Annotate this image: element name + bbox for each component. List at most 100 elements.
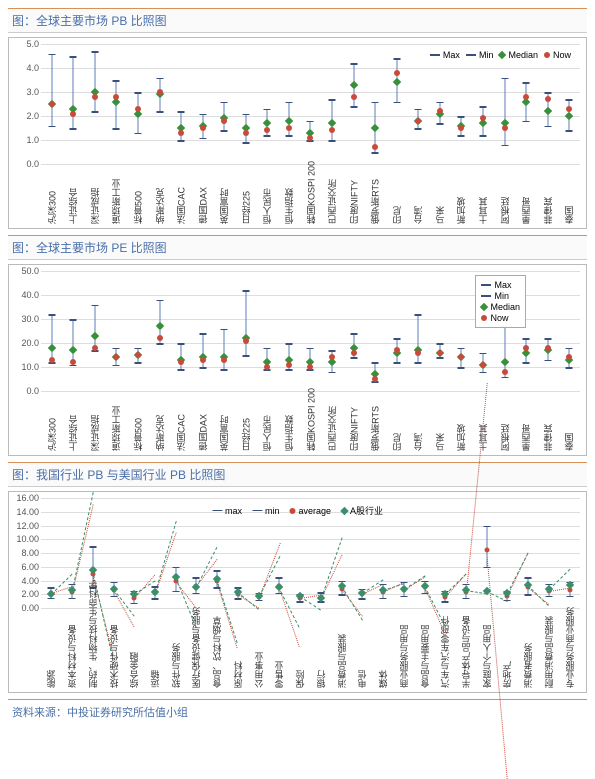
median-marker xyxy=(543,107,551,115)
max-tick xyxy=(415,109,422,111)
now-marker xyxy=(372,376,378,382)
x-tick-label: 泰国 xyxy=(563,206,576,224)
y-tick-label: 16.00 xyxy=(9,493,39,503)
now-marker xyxy=(113,354,119,360)
legend-marker-icon xyxy=(252,510,262,512)
median-marker xyxy=(565,112,573,120)
data-column xyxy=(257,44,279,164)
max-tick xyxy=(199,333,206,335)
now-marker xyxy=(92,94,98,100)
now-marker xyxy=(243,130,249,136)
median-marker xyxy=(263,119,271,127)
x-tick-label: 纳斯达克 xyxy=(153,415,166,451)
data-column xyxy=(41,498,62,608)
min-tick xyxy=(135,362,142,364)
min-tick xyxy=(113,128,120,130)
min-tick xyxy=(525,594,532,596)
now-marker xyxy=(523,94,529,100)
x-tick-label: 阿根廷 xyxy=(498,424,511,451)
now-marker xyxy=(329,354,335,360)
data-column xyxy=(393,498,414,608)
data-column xyxy=(321,271,343,391)
now-marker xyxy=(307,135,313,141)
now-marker xyxy=(566,354,572,360)
x-tick-label: 半导体产品与设备 xyxy=(459,616,472,688)
max-tick xyxy=(566,348,573,350)
max-tick xyxy=(242,290,249,292)
now-marker xyxy=(157,335,163,341)
x-tick-label: 恒生指数 xyxy=(282,188,295,224)
x-tick-label: 巴西证交所 xyxy=(326,406,339,451)
legend-label: min xyxy=(265,506,280,516)
x-tick-label: 商业服务与用品 xyxy=(397,625,410,688)
min-tick xyxy=(221,130,228,132)
max-tick xyxy=(350,333,357,335)
data-column xyxy=(186,498,207,608)
legend-label: max xyxy=(225,506,242,516)
x-tick-label: 消费品与服装 xyxy=(335,634,348,688)
max-tick xyxy=(156,78,163,80)
data-column xyxy=(103,498,124,608)
now-marker xyxy=(243,338,249,344)
min-tick xyxy=(415,128,422,130)
legend-item: Max xyxy=(481,280,520,290)
now-marker xyxy=(545,345,551,351)
max-tick xyxy=(178,343,185,345)
now-marker xyxy=(415,350,421,356)
min-tick xyxy=(462,598,469,600)
now-marker xyxy=(351,94,357,100)
x-tick-label: 俄罗斯RTS xyxy=(369,179,382,224)
median-marker xyxy=(328,119,336,127)
a-share-marker xyxy=(109,585,117,593)
max-tick xyxy=(400,582,407,584)
min-tick xyxy=(178,140,185,142)
data-column xyxy=(235,271,257,391)
y-tick-label: 14.00 xyxy=(9,507,39,517)
min-tick xyxy=(504,600,511,602)
x-tick-label: 道琼斯工业 xyxy=(110,406,123,451)
data-column xyxy=(343,271,365,391)
median-marker xyxy=(48,344,56,352)
legend-label: Now xyxy=(553,50,571,60)
a-share-marker xyxy=(151,587,159,595)
chart-block: 图：我国行业 PB 与美国行业 PB 比照图0.002.004.006.008.… xyxy=(8,462,587,693)
max-tick xyxy=(544,338,551,340)
legend-item: Median xyxy=(481,302,520,312)
min-tick xyxy=(501,145,508,147)
x-tick-label: 深证成指 xyxy=(88,415,101,451)
max-tick xyxy=(525,577,532,579)
a-share-marker xyxy=(213,575,221,583)
data-column xyxy=(145,498,166,608)
data-column xyxy=(408,271,430,391)
chart-block: 图：全球主要市场 PB 比照图0.01.02.03.04.05.0沪深300上证… xyxy=(8,8,587,229)
min-tick xyxy=(566,596,573,598)
y-tick-label: 2.00 xyxy=(9,589,39,599)
range-bar xyxy=(51,54,52,126)
legend-marker-icon xyxy=(480,303,488,311)
legend-label: Max xyxy=(494,280,511,290)
now-marker xyxy=(502,125,508,131)
legend-label: Min xyxy=(479,50,494,60)
max-tick xyxy=(479,106,486,108)
now-marker xyxy=(70,359,76,365)
y-tick-label: 1.0 xyxy=(9,135,39,145)
x-tick-label: 家庭与个人用品 xyxy=(480,625,493,688)
min-tick xyxy=(172,591,179,593)
a-share-marker xyxy=(192,583,200,591)
min-tick xyxy=(421,593,428,595)
data-column xyxy=(192,271,214,391)
now-marker xyxy=(351,350,357,356)
x-tick-label: 媒体 xyxy=(377,670,390,688)
min-tick xyxy=(285,135,292,137)
data-column xyxy=(300,44,322,164)
data-column xyxy=(364,44,386,164)
data-column xyxy=(106,44,128,164)
x-tick-label: 耐用消费品与服装 xyxy=(542,616,555,688)
max-tick xyxy=(329,350,336,352)
legend-label: Max xyxy=(443,50,460,60)
y-tick-label: 4.00 xyxy=(9,576,39,586)
max-tick xyxy=(156,300,163,302)
max-tick xyxy=(110,582,117,584)
min-tick xyxy=(338,594,345,596)
max-tick xyxy=(214,570,221,572)
